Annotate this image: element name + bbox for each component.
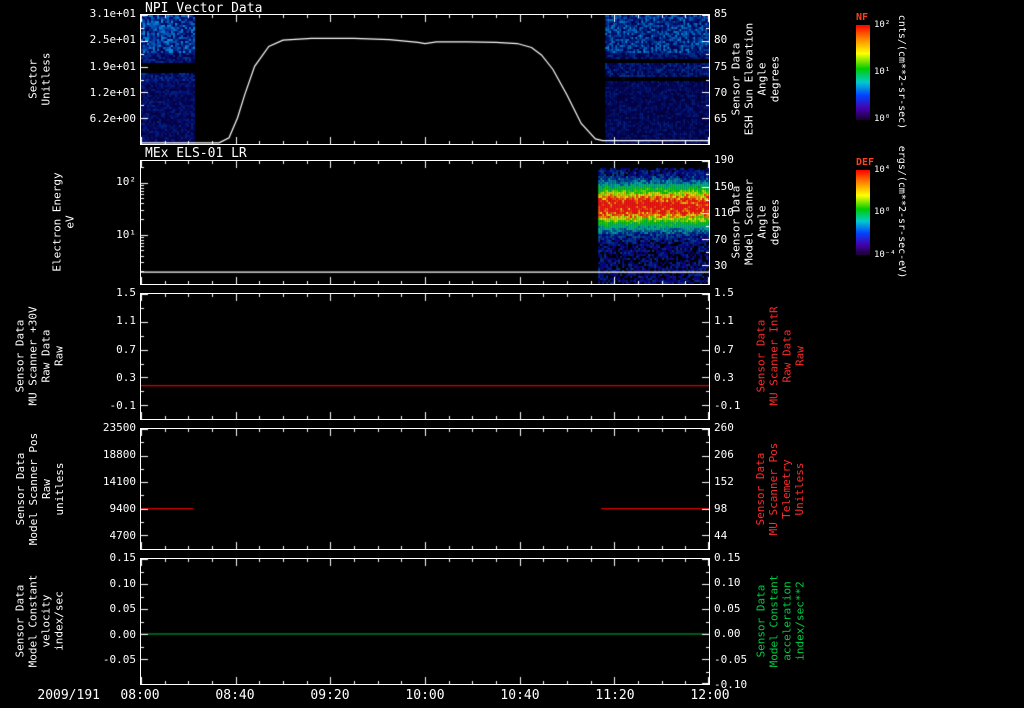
panel4-left-axis-label: Sensor Data Model Scanner Pos Raw unitle… [14, 432, 66, 546]
tick-label: -0.1 [714, 399, 741, 412]
tick-label: 1.5 [714, 286, 734, 299]
x-axis-tick-label: 09:20 [310, 688, 350, 703]
panel5-right-ticks: 0.15 0.10 0.05 0.00 -0.05 -0.10 [714, 552, 758, 691]
tick-label: 0.15 [109, 551, 137, 564]
tick-label: 2.5e+01 [89, 33, 136, 47]
panel3-left-axis-label: Sensor Data MU Scanner +30V Raw Data Raw [13, 306, 66, 406]
tick-label: 44 [714, 529, 728, 542]
tick-label: 1.1 [714, 314, 734, 328]
tick-label: 152 [714, 475, 734, 488]
tick-label: 110 [714, 206, 734, 219]
tick-label: 80 [714, 33, 728, 47]
colorbar2-tick: 10⁴ [874, 165, 891, 175]
tick-label: 9400 [109, 502, 137, 515]
panel1-npi-vector [140, 14, 710, 145]
panel1-title: NPI Vector Data [145, 1, 263, 16]
tick-label: 3.1e+01 [89, 7, 136, 20]
tick-label: 4700 [109, 529, 137, 542]
colorbar1-tick: 10⁰ [874, 114, 891, 124]
panel5-model-constant [140, 558, 710, 685]
panel1-left-axis-label: Sector Unitless [26, 52, 53, 106]
x-axis-tick-label: 11:20 [595, 688, 635, 703]
panel2-left-ticks: 10² 10¹ [64, 176, 136, 241]
panel2-right-ticks: 190 150 110 70 30 [714, 154, 758, 272]
tick-label: 0.3 [714, 370, 734, 384]
tick-label: 14100 [102, 475, 136, 488]
tick-label: 190 [714, 153, 734, 166]
x-axis-tick-label: 12:00 [690, 688, 730, 703]
tick-label: 150 [714, 179, 734, 193]
tick-label: 0.05 [109, 602, 137, 615]
tick-label: 70 [714, 85, 728, 99]
tick-label: 18800 [102, 448, 136, 461]
panel3-plot-canvas [141, 294, 709, 419]
tick-label: -0.05 [714, 652, 748, 666]
colorbar1-title: NF [856, 12, 869, 23]
tick-label: 1.2e+01 [89, 85, 136, 99]
colorbar1-unit-label: cnts/(cm**2-sr-sec) [896, 14, 907, 130]
tick-label: 75 [714, 59, 728, 73]
tick-label: 1.1 [116, 314, 136, 328]
tick-label: 85 [714, 7, 728, 20]
panel4-scanner-pos [140, 428, 710, 550]
panel4-right-axis-label: Sensor Data MU Scanner Pos Telemetry Uni… [754, 442, 806, 536]
panel5-left-axis-label: Sensor Data Model Constant velocity inde… [13, 574, 66, 668]
panel1-right-ticks: 85 80 75 70 65 [714, 8, 758, 125]
colorbar2-title: DEF [856, 157, 875, 168]
x-axis-tick-label: 08:40 [215, 688, 255, 703]
tick-label: 0.00 [714, 627, 741, 641]
tick-label: 0.05 [714, 601, 741, 615]
panel2-title: MEx ELS-01 LR [145, 146, 247, 161]
x-axis-tick-label: 10:00 [405, 688, 445, 703]
panel5-plot-canvas [141, 559, 709, 684]
tick-label: 0.10 [109, 576, 137, 590]
tick-label: 0.00 [109, 627, 137, 641]
panel1-left-ticks: 3.1e+01 2.5e+01 1.9e+01 1.2e+01 6.2e+00 [64, 8, 136, 125]
panel5-left-ticks: 0.15 0.10 0.05 0.00 -0.05 [64, 552, 136, 666]
tick-label: 23500 [102, 421, 136, 434]
tick-label: 0.15 [714, 551, 741, 564]
colorbar1-tick: 10² [874, 20, 891, 30]
x-axis-date-label: 2009/191 [37, 688, 100, 703]
panel3-mu-scanner-raw [140, 293, 710, 420]
tick-label: -0.10 [714, 677, 748, 691]
colorbar1-tick: 10¹ [874, 67, 891, 77]
tick-label: 30 [714, 259, 728, 272]
colorbar2-tick: 10⁰ [874, 207, 891, 217]
tick-label: -0.05 [102, 653, 136, 666]
panel1-plot-canvas [141, 15, 709, 144]
tick-label: -0.1 [109, 399, 137, 412]
tick-label: 206 [714, 448, 734, 461]
tick-label: 1.5 [116, 286, 136, 299]
x-axis-tick-label: 08:00 [120, 688, 160, 703]
panel4-right-ticks: 260 206 152 98 44 [714, 422, 758, 542]
colorbar2-unit-label: ergs/(cm**2-sr-sec-eV) [896, 145, 907, 279]
tick-label: 10² [116, 175, 136, 188]
panel4-left-ticks: 23500 18800 14100 9400 4700 [64, 422, 136, 542]
tick-label: 0.3 [116, 370, 136, 384]
tick-label: 0.7 [714, 342, 734, 356]
tick-label: 70 [714, 232, 728, 246]
tick-label: 0.7 [116, 342, 136, 356]
tick-label: 1.9e+01 [89, 59, 136, 73]
panel4-plot-canvas [141, 429, 709, 549]
tick-label: 10¹ [116, 228, 136, 241]
panel2-els-spectrogram [140, 160, 710, 285]
tick-label: 260 [714, 421, 734, 434]
x-axis-tick-label: 10:40 [500, 688, 540, 703]
panel2-plot-canvas [141, 161, 709, 284]
colorbar1-gradient [856, 25, 870, 120]
panel5-right-axis-label: Sensor Data Model Constant acceleration … [754, 574, 807, 668]
colorbar2-tick: 10⁻⁴ [874, 250, 896, 260]
tick-label: 0.10 [714, 576, 741, 590]
panel3-left-ticks: 1.5 1.1 0.7 0.3 -0.1 [64, 286, 137, 412]
tick-label: 98 [714, 502, 728, 515]
tick-label: 6.2e+00 [89, 112, 136, 125]
panel3-right-ticks: 1.5 1.1 0.7 0.3 -0.1 [714, 287, 758, 412]
tick-label: 65 [714, 112, 728, 125]
colorbar2-gradient [856, 170, 870, 255]
panel3-right-axis-label: Sensor Data MU Scanner IntR Raw Data Raw [754, 306, 807, 406]
